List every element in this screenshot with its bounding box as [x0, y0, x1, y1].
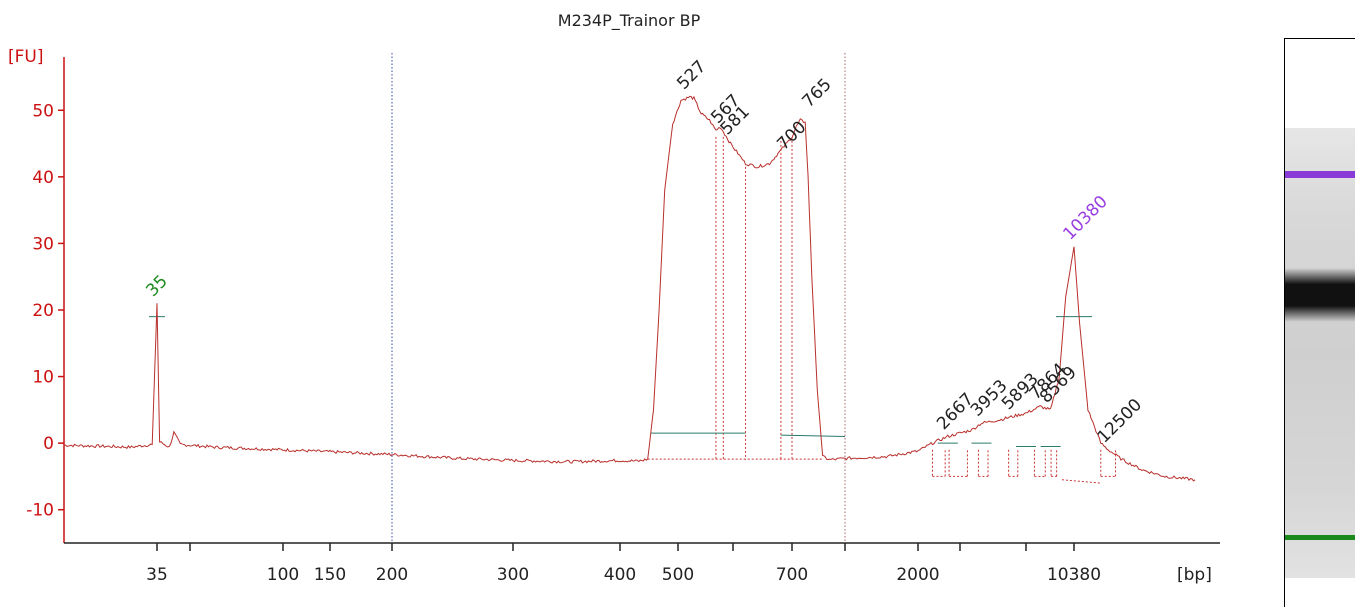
x-tick-label: 700 [776, 565, 808, 585]
y-axis-label: [FU] [8, 47, 44, 67]
x-axis-label: [bp] [1177, 565, 1212, 585]
peak-integration-lines [149, 136, 1117, 484]
x-tick-label: 35 [146, 565, 168, 585]
y-axis: -10 0 10 20 30 40 50 [26, 57, 65, 543]
gel-band-lower [1285, 535, 1355, 540]
electropherogram-trace [63, 95, 1196, 482]
gel-band-upper [1285, 171, 1355, 178]
peak-label: 527 [673, 57, 710, 94]
x-tick-label: 300 [497, 565, 529, 585]
x-tick-label: 100 [267, 565, 299, 585]
x-tick-label: 150 [314, 565, 346, 585]
peak-label: 12500 [1094, 395, 1146, 447]
peak-label: 10380 [1059, 192, 1111, 244]
x-tick-label: 400 [604, 565, 636, 585]
x-tick-label: 10380 [1047, 565, 1101, 585]
y-tick-label: -10 [26, 501, 54, 521]
gel-lane-background [1285, 128, 1355, 578]
electropherogram-chart: M234P_Trainor BP [FU] [bp] -10 0 10 20 30 40 5… [8, 11, 1220, 585]
gel-band-middle [1285, 268, 1355, 322]
x-tick-label: 500 [662, 565, 694, 585]
integration-line [1061, 479, 1101, 484]
smear-baseline [780, 434, 846, 437]
peak-label: 765 [799, 75, 836, 112]
y-tick-label: 50 [32, 101, 54, 121]
y-tick-label: 20 [32, 301, 54, 321]
chart-title: M234P_Trainor BP [558, 11, 701, 31]
y-tick-label: 10 [32, 368, 54, 388]
y-tick-label: 40 [32, 168, 54, 188]
y-tick-label: 0 [43, 434, 54, 454]
y-tick-label: 30 [32, 234, 54, 254]
x-tick-label: 200 [376, 565, 408, 585]
region-markers [391, 53, 846, 543]
x-tick-label: 2000 [896, 565, 939, 585]
x-axis: 35 100 150 200 300 400 500 700 2000 10380 [64, 542, 1220, 585]
peak-label: 35 [142, 271, 171, 300]
gel-lane [1284, 38, 1355, 607]
